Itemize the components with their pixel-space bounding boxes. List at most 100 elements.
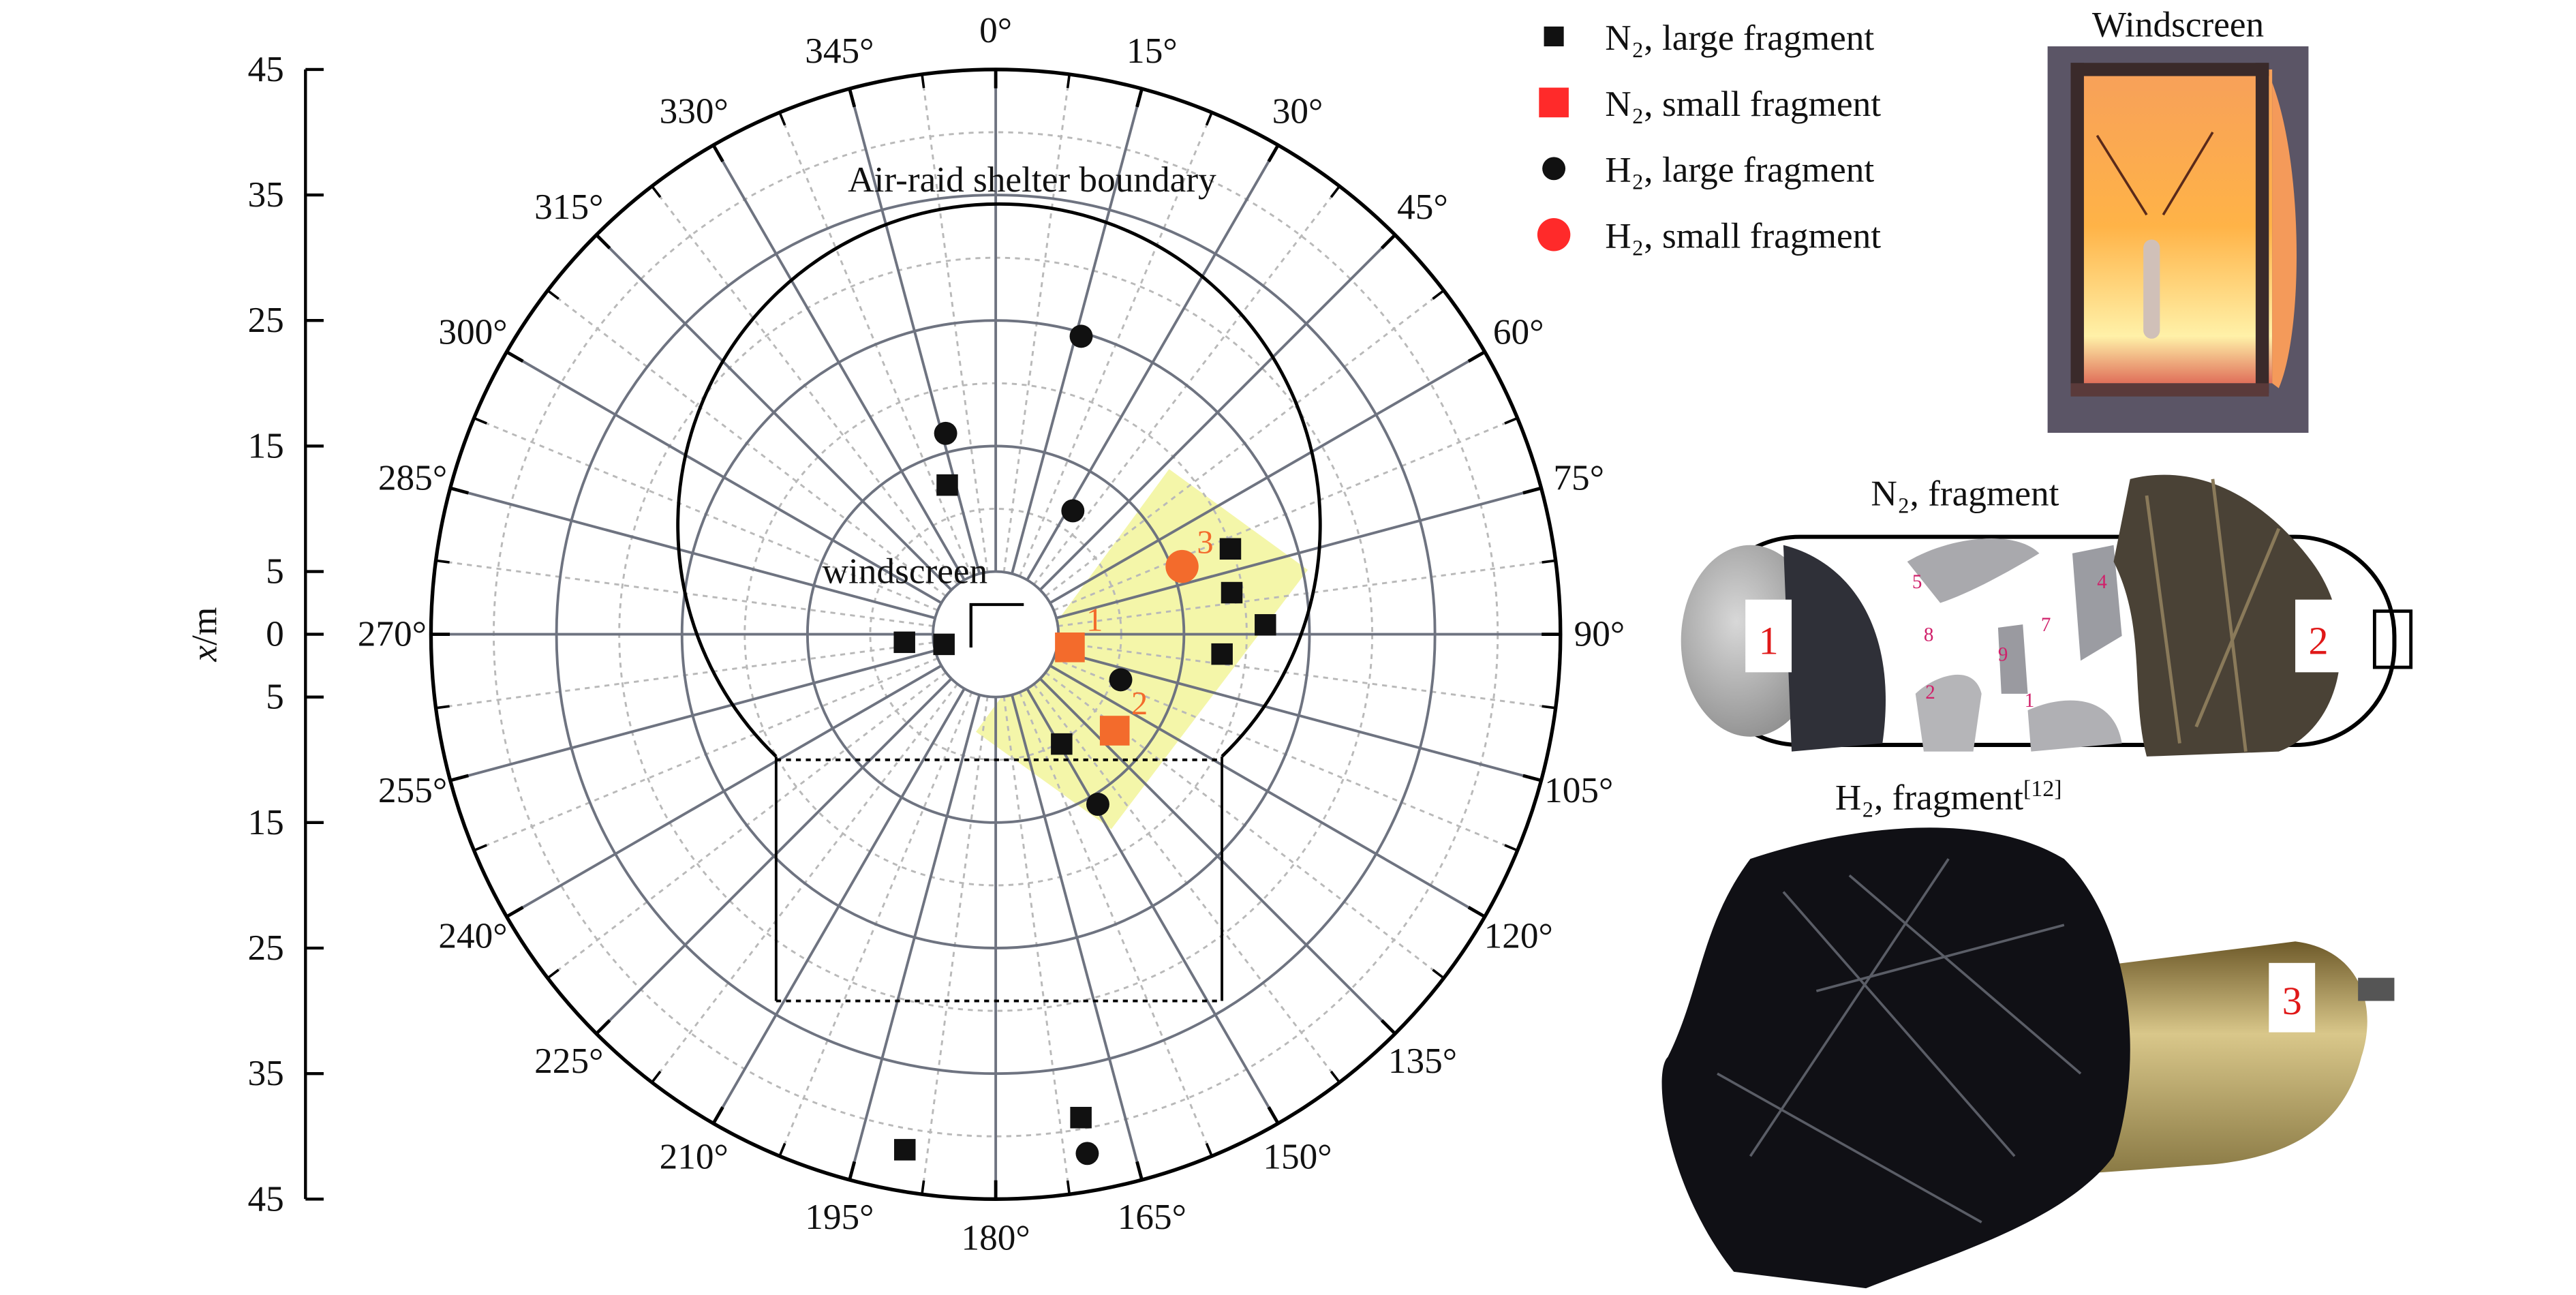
solid-spoke [506, 664, 942, 918]
major-tick [506, 350, 524, 363]
point-square [1099, 716, 1130, 746]
point-square [894, 1139, 916, 1161]
solid-spoke [1056, 649, 1542, 782]
h2-tag-3: 3 [2282, 979, 2302, 1023]
solid-spoke [595, 677, 953, 1035]
minor-tick [473, 416, 487, 425]
angle-label: 285° [378, 457, 447, 498]
angle-label: 15° [1126, 31, 1178, 71]
legend-label: N₂, large fragment [1605, 18, 1874, 58]
major-tick [506, 906, 524, 919]
major-tick [1380, 233, 1396, 249]
point-square [1255, 614, 1276, 636]
radial-tick-label: 15 [247, 802, 283, 842]
angle-label: 330° [660, 91, 729, 131]
solid-spoke [848, 695, 981, 1180]
point-square [1221, 581, 1243, 604]
minor-tick [651, 1070, 662, 1084]
major-tick [450, 486, 469, 495]
h2-fragment-title: H₂, fragment[12] [1835, 776, 2062, 817]
major-tick [450, 774, 469, 782]
solid-spoke [450, 649, 936, 782]
h2-title-text: H₂, fragment [1835, 777, 2023, 817]
minor-tick [1205, 112, 1213, 126]
legend-marker-circle [1537, 218, 1571, 252]
point-circle [1075, 1142, 1099, 1166]
legend-label: H₂, large fragment [1605, 150, 1874, 190]
minor-tick [435, 705, 450, 710]
angle-label: 120° [1484, 915, 1553, 956]
legend-marker-square [1539, 87, 1569, 118]
piece-label: 1 [2025, 690, 2035, 712]
radial-axis: 45 35 25 15 5 0 5 15 25 35 45 [247, 49, 324, 1219]
point-square [1070, 1106, 1092, 1129]
angle-label: 0° [979, 10, 1012, 50]
solid-spoke [450, 487, 936, 620]
solid-spoke [1049, 350, 1486, 605]
major-tick [848, 1161, 857, 1180]
angle-label: 150° [1263, 1137, 1332, 1177]
minor-tick [1330, 185, 1341, 198]
minor-tick [1504, 844, 1518, 852]
solid-spoke [1056, 487, 1542, 620]
point-circle [934, 421, 957, 445]
shelter-boundary-arc [676, 202, 1322, 758]
minor-tick [1504, 416, 1518, 425]
solid-spoke [712, 144, 966, 581]
legend-marker-circle [1542, 157, 1566, 181]
point-square [1055, 632, 1085, 662]
angle-label: 240° [438, 915, 507, 956]
major-tick [1467, 350, 1486, 363]
angle-label: 105° [1544, 770, 1613, 810]
minor-tick [1542, 559, 1556, 564]
solid-spoke [1049, 664, 1486, 918]
radial-tick-label: 15 [247, 425, 283, 466]
n2-fragment-title: N₂, fragment [1871, 474, 2059, 514]
radial-tick-label: 25 [247, 300, 283, 340]
point-square [1211, 643, 1233, 665]
major-tick [1267, 1106, 1280, 1125]
angle-label: 165° [1118, 1197, 1186, 1237]
boundary-label: Air-raid shelter boundary [848, 159, 1216, 200]
radial-tick-label: 5 [266, 677, 284, 717]
minor-tick [1205, 1142, 1213, 1157]
point-square [1219, 538, 1242, 560]
axis-var: x [184, 645, 224, 662]
radial-tick-label: 45 [247, 1178, 283, 1219]
windscreen-label: windscreen [822, 551, 987, 592]
major-tick [595, 233, 611, 249]
point-circle [1086, 793, 1109, 816]
piece-label: 5 [1912, 571, 1922, 593]
point-label: 1 [1086, 603, 1103, 639]
data-points: 1 2 3 [893, 324, 1276, 1166]
point-square [936, 474, 958, 496]
major-tick [1135, 88, 1144, 108]
polar-gridlines [429, 67, 1563, 1201]
axis-unit: /m [184, 607, 224, 645]
legend-label: N₂, small fragment [1605, 84, 1881, 124]
major-tick [1267, 144, 1280, 163]
major-tick [848, 88, 857, 108]
radial-tick-label: 0 [266, 614, 284, 654]
n2-tag-2: 2 [2308, 619, 2328, 663]
point-circle [1109, 668, 1133, 692]
windscreen-photo: Windscreen [2047, 4, 2309, 433]
major-tick [1522, 486, 1542, 495]
major-tick [711, 144, 724, 163]
point-circle [1061, 499, 1085, 523]
solid-spoke [595, 234, 953, 591]
radial-tick-label: 35 [247, 174, 283, 215]
angle-label: 135° [1388, 1041, 1457, 1081]
solid-spoke [506, 350, 942, 605]
point-circle [1069, 324, 1093, 348]
point-label: 2 [1131, 686, 1148, 722]
h2-title-ref: [12] [2023, 776, 2062, 802]
angle-label: 225° [534, 1041, 603, 1081]
minor-tick [1432, 969, 1445, 979]
major-tick [595, 1019, 611, 1035]
solid-spoke [1026, 688, 1280, 1125]
minor-tick [473, 844, 487, 852]
legend: N₂, large fragment N₂, small fragment H₂, … [1537, 18, 1881, 256]
piece-label: 7 [2041, 614, 2051, 636]
h2-fragment-photo: H₂, fragment[12] 3 [1661, 776, 2395, 1289]
